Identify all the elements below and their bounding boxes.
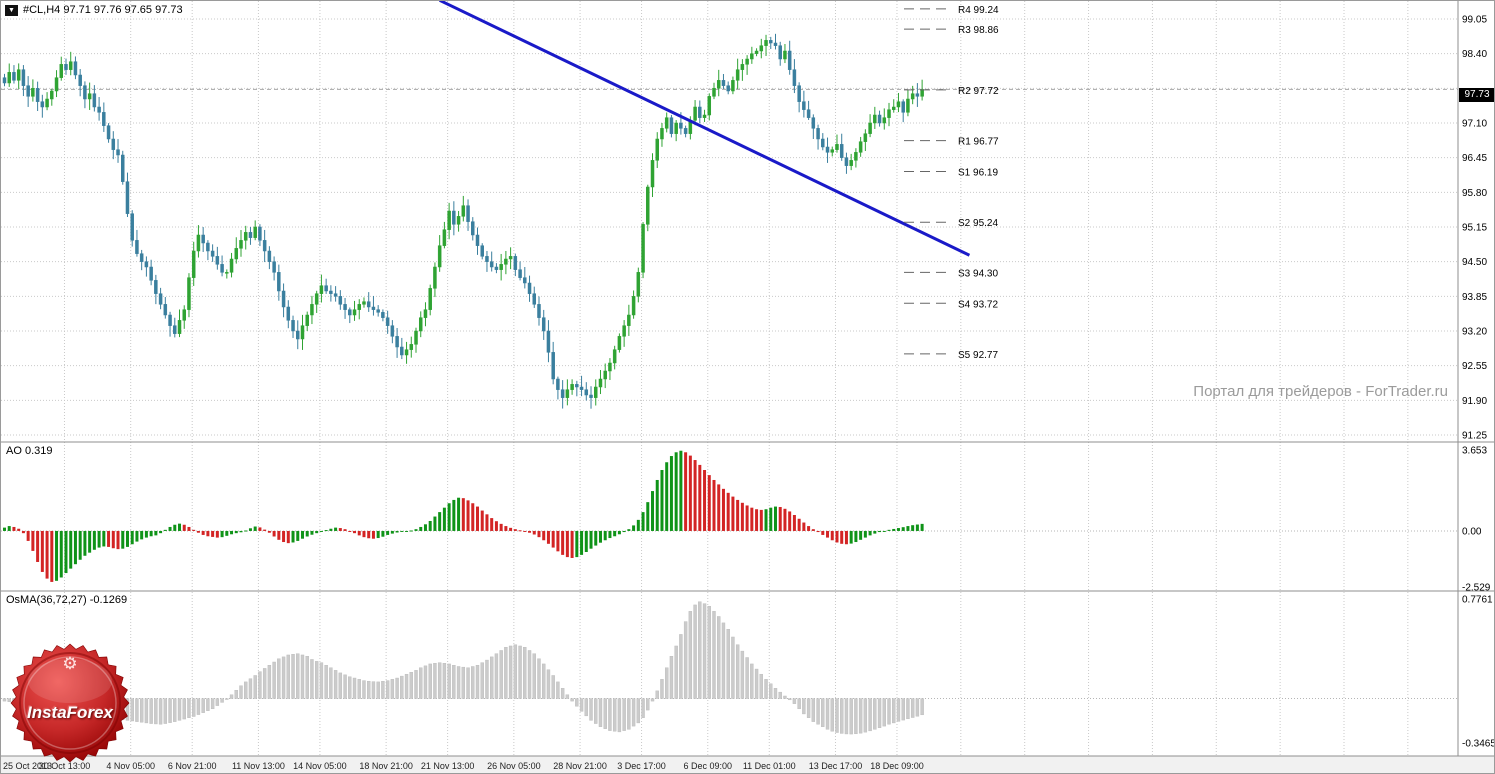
osma-panel-area[interactable] [1, 591, 1458, 756]
time-axis-label: 6 Dec 09:00 [683, 761, 732, 771]
pivot-label-S5: S5 92.77 [958, 350, 998, 361]
time-axis-label: 14 Nov 05:00 [293, 761, 347, 771]
pivot-layer: R4 99.24 R3 98.86 R2 97.72 R1 96.77 S1 96.19… [904, 5, 999, 361]
time-axis-label: 6 Nov 21:00 [168, 761, 217, 771]
time-axis-label: 11 Nov 13:00 [232, 761, 285, 771]
time-axis-label: 25 Oct 2013 [3, 761, 52, 771]
time-axis-label: 18 Dec 09:00 [870, 761, 924, 771]
ao-indicator-label: AO 0.319 [6, 445, 53, 457]
symbol-ohlc-label: #CL,H4 97.71 97.76 97.65 97.73 [23, 4, 183, 16]
brand-label: InstaForex [27, 703, 113, 722]
price-axis-label: 91.90 [1462, 396, 1487, 407]
osma-axis-label: 0.7761 [1462, 595, 1493, 606]
ao-histogram [3, 450, 924, 582]
price-axis-label: 95.15 [1462, 222, 1487, 233]
price-axis-label: 96.45 [1462, 153, 1487, 164]
price-axis-label: 97.10 [1462, 118, 1487, 129]
price-axis-label: 95.80 [1462, 188, 1487, 199]
separators [1, 1, 1494, 757]
current-price-tag: 97.73 [1459, 88, 1494, 102]
chart-marker-icon: ▼ [5, 4, 18, 16]
osma-histogram [2, 601, 924, 735]
badge-seal [10, 643, 130, 763]
pivot-label-S1: S1 96.19 [958, 168, 998, 179]
price-axis-area[interactable] [1458, 1, 1495, 756]
price-axis-label: 92.55 [1462, 361, 1487, 372]
time-axis-label: 26 Nov 05:00 [487, 761, 541, 771]
pivot-label-S2: S2 95.24 [958, 218, 998, 229]
candles-layer [2, 33, 924, 409]
indicator-axis-labels: 3.653 0.00 -2.529 0.7761 -0.3465 [1462, 446, 1495, 750]
time-axis-label: 28 Nov 21:00 [553, 761, 607, 771]
price-axis-label: 94.50 [1462, 257, 1487, 268]
time-axis-area[interactable] [1, 756, 1495, 774]
chart-header: ▼ #CL,H4 97.71 97.76 97.65 97.73 [5, 4, 183, 16]
price-axis-label: 98.40 [1462, 49, 1487, 60]
main-chart-area[interactable] [1, 1, 1458, 442]
badge-starburst [10, 643, 130, 763]
time-axis-label: 4 Nov 05:00 [106, 761, 155, 771]
pivot-label-R1: R1 96.77 [958, 137, 999, 148]
time-axis-label: 3 Dec 17:00 [617, 761, 666, 771]
gear-icon: ⚙ [62, 654, 78, 673]
pivot-label-R2: R2 97.72 [958, 86, 999, 97]
osma-indicator-label: OsMA(36,72,27) -0.1269 [6, 594, 128, 606]
price-axis-label: 93.85 [1462, 292, 1487, 303]
instaforex-badge: ⚙ InstaForex [9, 641, 131, 765]
time-axis-label: 11 Dec 01:00 [743, 761, 796, 771]
time-axis-label: 21 Nov 13:00 [421, 761, 475, 771]
fortrader-watermark: Портал для трейдеров - ForTrader.ru [1193, 383, 1448, 400]
pivot-label-S3: S3 94.30 [958, 268, 998, 279]
ao-axis-label: 0.00 [1462, 526, 1482, 537]
price-axis-label: 93.20 [1462, 326, 1487, 337]
osma-axis-label: -0.3465 [1462, 738, 1495, 749]
ao-axis-label: -2.529 [1462, 582, 1491, 593]
price-axis-label: 99.05 [1462, 15, 1487, 26]
time-axis-label: 13 Dec 17:00 [809, 761, 863, 771]
ao-axis-label: 3.653 [1462, 446, 1487, 457]
pivot-label-R4: R4 99.24 [958, 5, 999, 16]
time-axis-label: 18 Nov 21:00 [359, 761, 413, 771]
time-axis-strip [1, 756, 1494, 773]
trendline[interactable] [439, 1, 971, 257]
price-axis-labels: 99.05 98.40 97.10 96.45 95.80 95.15 94.50 93.85… [1462, 15, 1487, 442]
pivot-label-S4: S4 93.72 [958, 299, 998, 310]
time-axis-label: 30 Oct 13:00 [39, 761, 91, 771]
pivot-label-R3: R3 98.86 [958, 25, 999, 36]
ao-panel-area[interactable] [1, 442, 1458, 591]
price-axis-label: 91.25 [1462, 430, 1487, 441]
